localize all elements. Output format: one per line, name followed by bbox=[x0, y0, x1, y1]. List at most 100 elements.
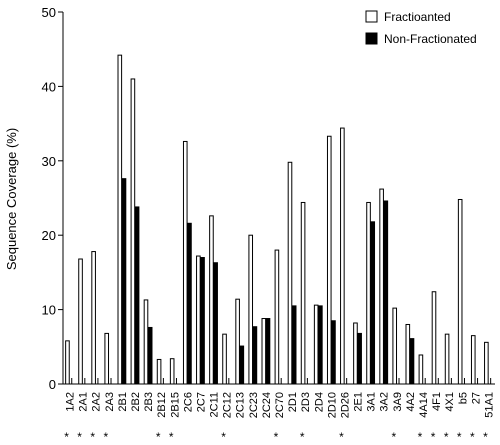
x-tick-label-b5: b5 bbox=[457, 392, 469, 404]
star-marker: * bbox=[470, 430, 475, 444]
bar-non-fractionated-3A2 bbox=[383, 200, 389, 385]
star-marker: * bbox=[418, 430, 423, 444]
star-marker: * bbox=[169, 430, 174, 444]
bar-non-fractionated-2C24 bbox=[265, 318, 271, 385]
x-tick-label-3A1: 3A1 bbox=[366, 392, 378, 412]
star-marker: * bbox=[77, 430, 82, 444]
bar-fractionated-2C12 bbox=[222, 333, 227, 385]
star-marker: * bbox=[457, 430, 462, 444]
bar-non-fractionated-2C7 bbox=[200, 257, 205, 385]
bar-non-fractionated-2B2 bbox=[134, 206, 140, 385]
bar-fractionated-2B3 bbox=[143, 299, 149, 385]
x-tick-label-2C24: 2C24 bbox=[261, 392, 273, 418]
x-tick-label-2B1: 2B1 bbox=[117, 392, 129, 412]
x-tick-label-2D4: 2D4 bbox=[313, 392, 325, 412]
bar-fractionated-2B2 bbox=[130, 78, 136, 385]
x-tick-label-2C70: 2C70 bbox=[274, 392, 286, 418]
bar-fractionated-4A14 bbox=[418, 354, 424, 385]
legend-label-non-fractionated: Non-Fractionated bbox=[384, 32, 477, 46]
x-tick-label-51A1: 51A1 bbox=[483, 392, 495, 418]
y-tick-label: 20 bbox=[42, 228, 56, 243]
bar-fractionated-2D10 bbox=[326, 135, 332, 385]
x-tick-label-2E1: 2E1 bbox=[353, 392, 365, 412]
y-axis-label: Sequence Coverage (%) bbox=[4, 128, 19, 270]
x-tick-label-2B3: 2B3 bbox=[143, 392, 155, 412]
bar-fractionated-2C70 bbox=[274, 249, 280, 385]
y-tick-label: 0 bbox=[49, 377, 56, 392]
x-tick-label-4X1: 4X1 bbox=[444, 392, 456, 412]
bar-fractionated-2A3 bbox=[104, 332, 110, 385]
bar-non-fractionated-2B1 bbox=[121, 178, 127, 385]
bar-non-fractionated-2C23 bbox=[252, 326, 258, 385]
bar-fractionated-2C13 bbox=[235, 298, 240, 385]
y-tick-label: 30 bbox=[42, 154, 56, 169]
bar-fractionated-2D4 bbox=[313, 304, 319, 385]
x-tick-label-2D3: 2D3 bbox=[300, 392, 312, 412]
bar-fractionated-2C23 bbox=[248, 234, 254, 385]
bar-fractionated-2D3 bbox=[300, 201, 306, 385]
bar-non-fractionated-3A1 bbox=[370, 221, 376, 385]
bar-fractionated-b5 bbox=[457, 198, 463, 385]
star-marker: * bbox=[444, 430, 449, 444]
y-tick-label: 40 bbox=[42, 79, 56, 94]
bar-fractionated-2A2 bbox=[91, 251, 96, 385]
bar-non-fractionated-4A2 bbox=[409, 338, 415, 385]
bar-fractionated-1A2 bbox=[65, 340, 70, 385]
star-marker: * bbox=[156, 430, 161, 444]
bar-non-fractionated-2C11 bbox=[213, 262, 218, 385]
bar-fractionated-2B12 bbox=[156, 358, 162, 385]
bar-fractionated-2B1 bbox=[117, 54, 123, 385]
x-tick-label-2D26: 2D26 bbox=[339, 392, 351, 418]
bar-fractionated-51A1 bbox=[484, 341, 489, 385]
x-tick-label-2B2: 2B2 bbox=[130, 392, 142, 412]
star-marker: * bbox=[64, 430, 69, 444]
bar-fractionated-2D26 bbox=[340, 127, 345, 385]
star-marker: * bbox=[431, 430, 436, 444]
bar-fractionated-4F1 bbox=[431, 291, 437, 385]
bar-fractionated-2D1 bbox=[287, 161, 293, 385]
x-tick-label-2C13: 2C13 bbox=[235, 392, 247, 418]
x-tick-label-3A9: 3A9 bbox=[392, 392, 404, 412]
star-marker: * bbox=[300, 430, 305, 444]
legend-swatch-non-fractionated bbox=[365, 32, 378, 45]
x-tick-label-2C11: 2C11 bbox=[209, 392, 221, 417]
bar-non-fractionated-2D1 bbox=[291, 305, 297, 385]
x-tick-label-2C6: 2C6 bbox=[182, 392, 194, 412]
bar-non-fractionated-2C13 bbox=[239, 345, 245, 385]
x-tick-label-2D1: 2D1 bbox=[287, 392, 299, 412]
y-tick-label: 10 bbox=[42, 303, 56, 318]
bar-fractionated-2E1 bbox=[353, 322, 358, 385]
star-marker: * bbox=[90, 430, 95, 444]
star-marker: * bbox=[274, 430, 279, 444]
x-tick-label-2B12: 2B12 bbox=[156, 392, 168, 418]
x-tick-label-2A2: 2A2 bbox=[91, 392, 103, 412]
x-tick-label-2C23: 2C23 bbox=[248, 392, 260, 418]
star-marker: * bbox=[339, 430, 344, 444]
x-tick-label-2A1: 2A1 bbox=[78, 392, 90, 412]
bar-fractionated-3A9 bbox=[392, 307, 398, 385]
bar-non-fractionated-2E1 bbox=[357, 332, 362, 385]
bar-fractionated-4X1 bbox=[444, 333, 450, 385]
star-marker: * bbox=[483, 430, 488, 444]
bar-fractionated-2A1 bbox=[78, 258, 83, 385]
y-tick-label: 50 bbox=[42, 5, 56, 20]
x-tick-label-2C12: 2C12 bbox=[222, 392, 234, 418]
star-marker: * bbox=[221, 430, 226, 444]
bar-fractionated-2C11 bbox=[209, 215, 214, 385]
bar-fractionated-3A1 bbox=[366, 201, 371, 385]
x-tick-label-2C7: 2C7 bbox=[195, 392, 207, 412]
bar-fractionated-4A2 bbox=[405, 323, 411, 385]
bar-fractionated-2B15 bbox=[169, 358, 175, 385]
x-tick-label-2B15: 2B15 bbox=[169, 392, 181, 418]
x-tick-label-4A14: 4A14 bbox=[418, 392, 430, 418]
x-tick-label-2A3: 2A3 bbox=[104, 392, 116, 412]
bar-fractionated-2C7 bbox=[196, 255, 201, 385]
bar-non-fractionated-2D4 bbox=[318, 305, 323, 385]
bar-fractionated-27 bbox=[470, 335, 476, 385]
bar-non-fractionated-2B3 bbox=[147, 326, 153, 385]
legend-label-fractionated: Fractioanted bbox=[384, 10, 451, 24]
star-marker: * bbox=[103, 430, 108, 444]
star-marker: * bbox=[391, 430, 396, 444]
bar-fractionated-2C6 bbox=[182, 140, 188, 385]
